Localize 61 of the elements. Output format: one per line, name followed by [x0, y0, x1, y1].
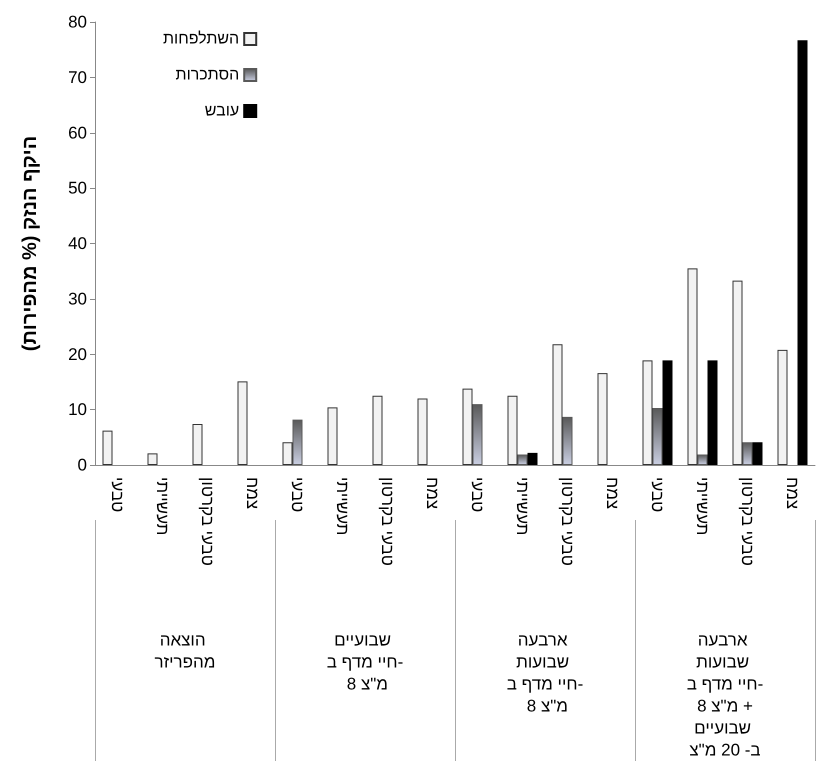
- bar: [328, 407, 338, 465]
- bar: [562, 416, 572, 465]
- bar: [238, 381, 248, 465]
- y-tick-label: 20: [68, 344, 87, 364]
- legend-label: השתלפחות: [162, 30, 240, 48]
- y-tick-label: 10: [68, 400, 87, 420]
- bar: [698, 454, 708, 465]
- x-tick-label: צמח: [243, 477, 262, 510]
- bar: [508, 396, 518, 465]
- x-tick-label: תעשייתי: [333, 477, 352, 536]
- bar: [518, 454, 528, 465]
- bar: [462, 388, 472, 465]
- bar: [752, 442, 762, 465]
- bar: [732, 280, 742, 465]
- bar: [192, 424, 202, 465]
- bar: [148, 453, 158, 465]
- text: שבועיים חיי מדף ב- 8 מ"צ: [326, 630, 404, 694]
- x-tick-label: טבעי בקרטון: [198, 477, 217, 566]
- x-tick-label: תעשייתי: [693, 477, 712, 536]
- bar: [102, 430, 112, 465]
- x-tick-label: טבעי בקרטון: [738, 477, 757, 566]
- legend-label: הסתכרות: [176, 66, 240, 84]
- x-tick-label: צמח: [603, 477, 622, 510]
- x-tick-label: טבעי בקרטון: [558, 477, 577, 566]
- y-tick-label: 70: [68, 68, 87, 87]
- y-tick-label: 80: [68, 12, 87, 32]
- y-tick-label: 40: [68, 234, 87, 253]
- bar: [292, 420, 302, 465]
- bar: [372, 396, 382, 465]
- text: הוצאה מהפריזר: [154, 630, 216, 672]
- text: ארבעה שבועות חיי מדף ב- 8 מ"צ: [506, 630, 584, 716]
- bar: [798, 40, 808, 465]
- bar: [708, 360, 718, 465]
- y-tick-label: 30: [68, 289, 87, 308]
- bar: [688, 268, 698, 465]
- x-tick-label: צמח: [783, 477, 802, 510]
- bar: [778, 350, 788, 465]
- bar: [652, 408, 662, 465]
- y-tick-label: 0: [78, 456, 87, 474]
- bar: [472, 404, 482, 465]
- bar: [528, 452, 538, 465]
- x-tick-label: טבעי בקרטון: [378, 477, 397, 566]
- bar: [662, 360, 672, 465]
- text: ארבעה שבועות חיי מדף ב- 8 מ"צ + שבועיים ב- 20 מ"צ: [686, 630, 764, 760]
- x-tick-label: תעשייתי: [513, 477, 532, 536]
- y-tick-label: 50: [68, 178, 87, 198]
- x-tick-label: צמח: [423, 477, 442, 510]
- bar: [418, 398, 428, 465]
- bar: [552, 344, 562, 465]
- bar: [282, 442, 292, 465]
- y-axis-title: היקף הנזק (% מהפירות): [19, 136, 41, 352]
- y-tick-label: 60: [68, 123, 87, 142]
- x-tick-label: טבעי: [648, 477, 667, 512]
- bar: [598, 373, 608, 465]
- x-tick-label: טבעי: [468, 477, 487, 512]
- x-tick-label: טבעי: [288, 477, 307, 512]
- bar: [642, 360, 652, 465]
- legend-label: עובש: [204, 102, 240, 120]
- x-tick-label: טבעי: [108, 477, 127, 512]
- x-tick-label: תעשייתי: [153, 477, 172, 536]
- bar: [742, 442, 752, 465]
